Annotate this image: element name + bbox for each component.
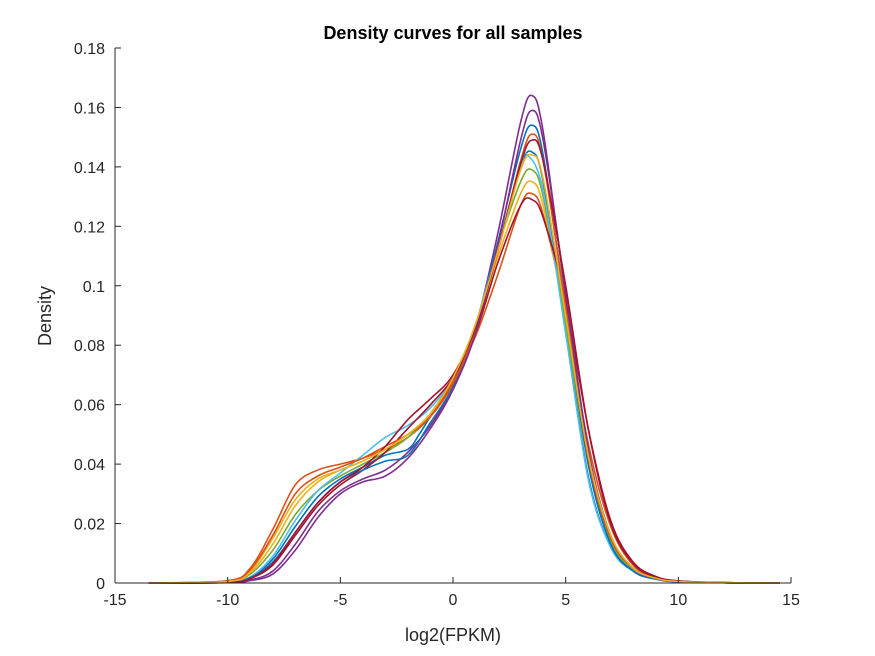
tick-marks [114,47,792,584]
x-tick-label: 10 [669,592,687,609]
y-tick-label: 0.1 [83,279,105,296]
y-tick-label: 0.06 [74,398,105,415]
x-tick-label: 0 [449,592,458,609]
density-curve-12 [148,153,780,584]
chart-title: Density curves for all samples [323,23,582,43]
x-tick-label: 5 [561,592,570,609]
y-tick-label: 0.12 [74,219,105,236]
y-axis-label: Density [35,286,55,346]
y-tick-label: 0.04 [74,457,105,474]
y-tick-label: 0.18 [74,41,105,58]
y-tick-label: 0.08 [74,338,105,355]
density-curve-7 [148,197,780,584]
x-tick-label: -15 [103,592,126,609]
x-tick-label: 15 [782,592,800,609]
density-curve-2 [148,192,780,584]
x-tick-label: -10 [216,592,239,609]
y-tick-label: 0.16 [74,100,105,117]
x-axis-label: log2(FPKM) [405,625,501,645]
density-curves [148,94,780,584]
y-tick-label: 0.14 [74,160,105,177]
x-tick-label: -5 [333,592,347,609]
y-tick-label: 0.02 [74,517,105,534]
tick-labels: -15 -10 -5 0 5 10 15 0 0.02 0.04 0.06 0.08 0.1 0.12 0.… [74,41,800,609]
y-tick-label: 0 [96,576,105,593]
